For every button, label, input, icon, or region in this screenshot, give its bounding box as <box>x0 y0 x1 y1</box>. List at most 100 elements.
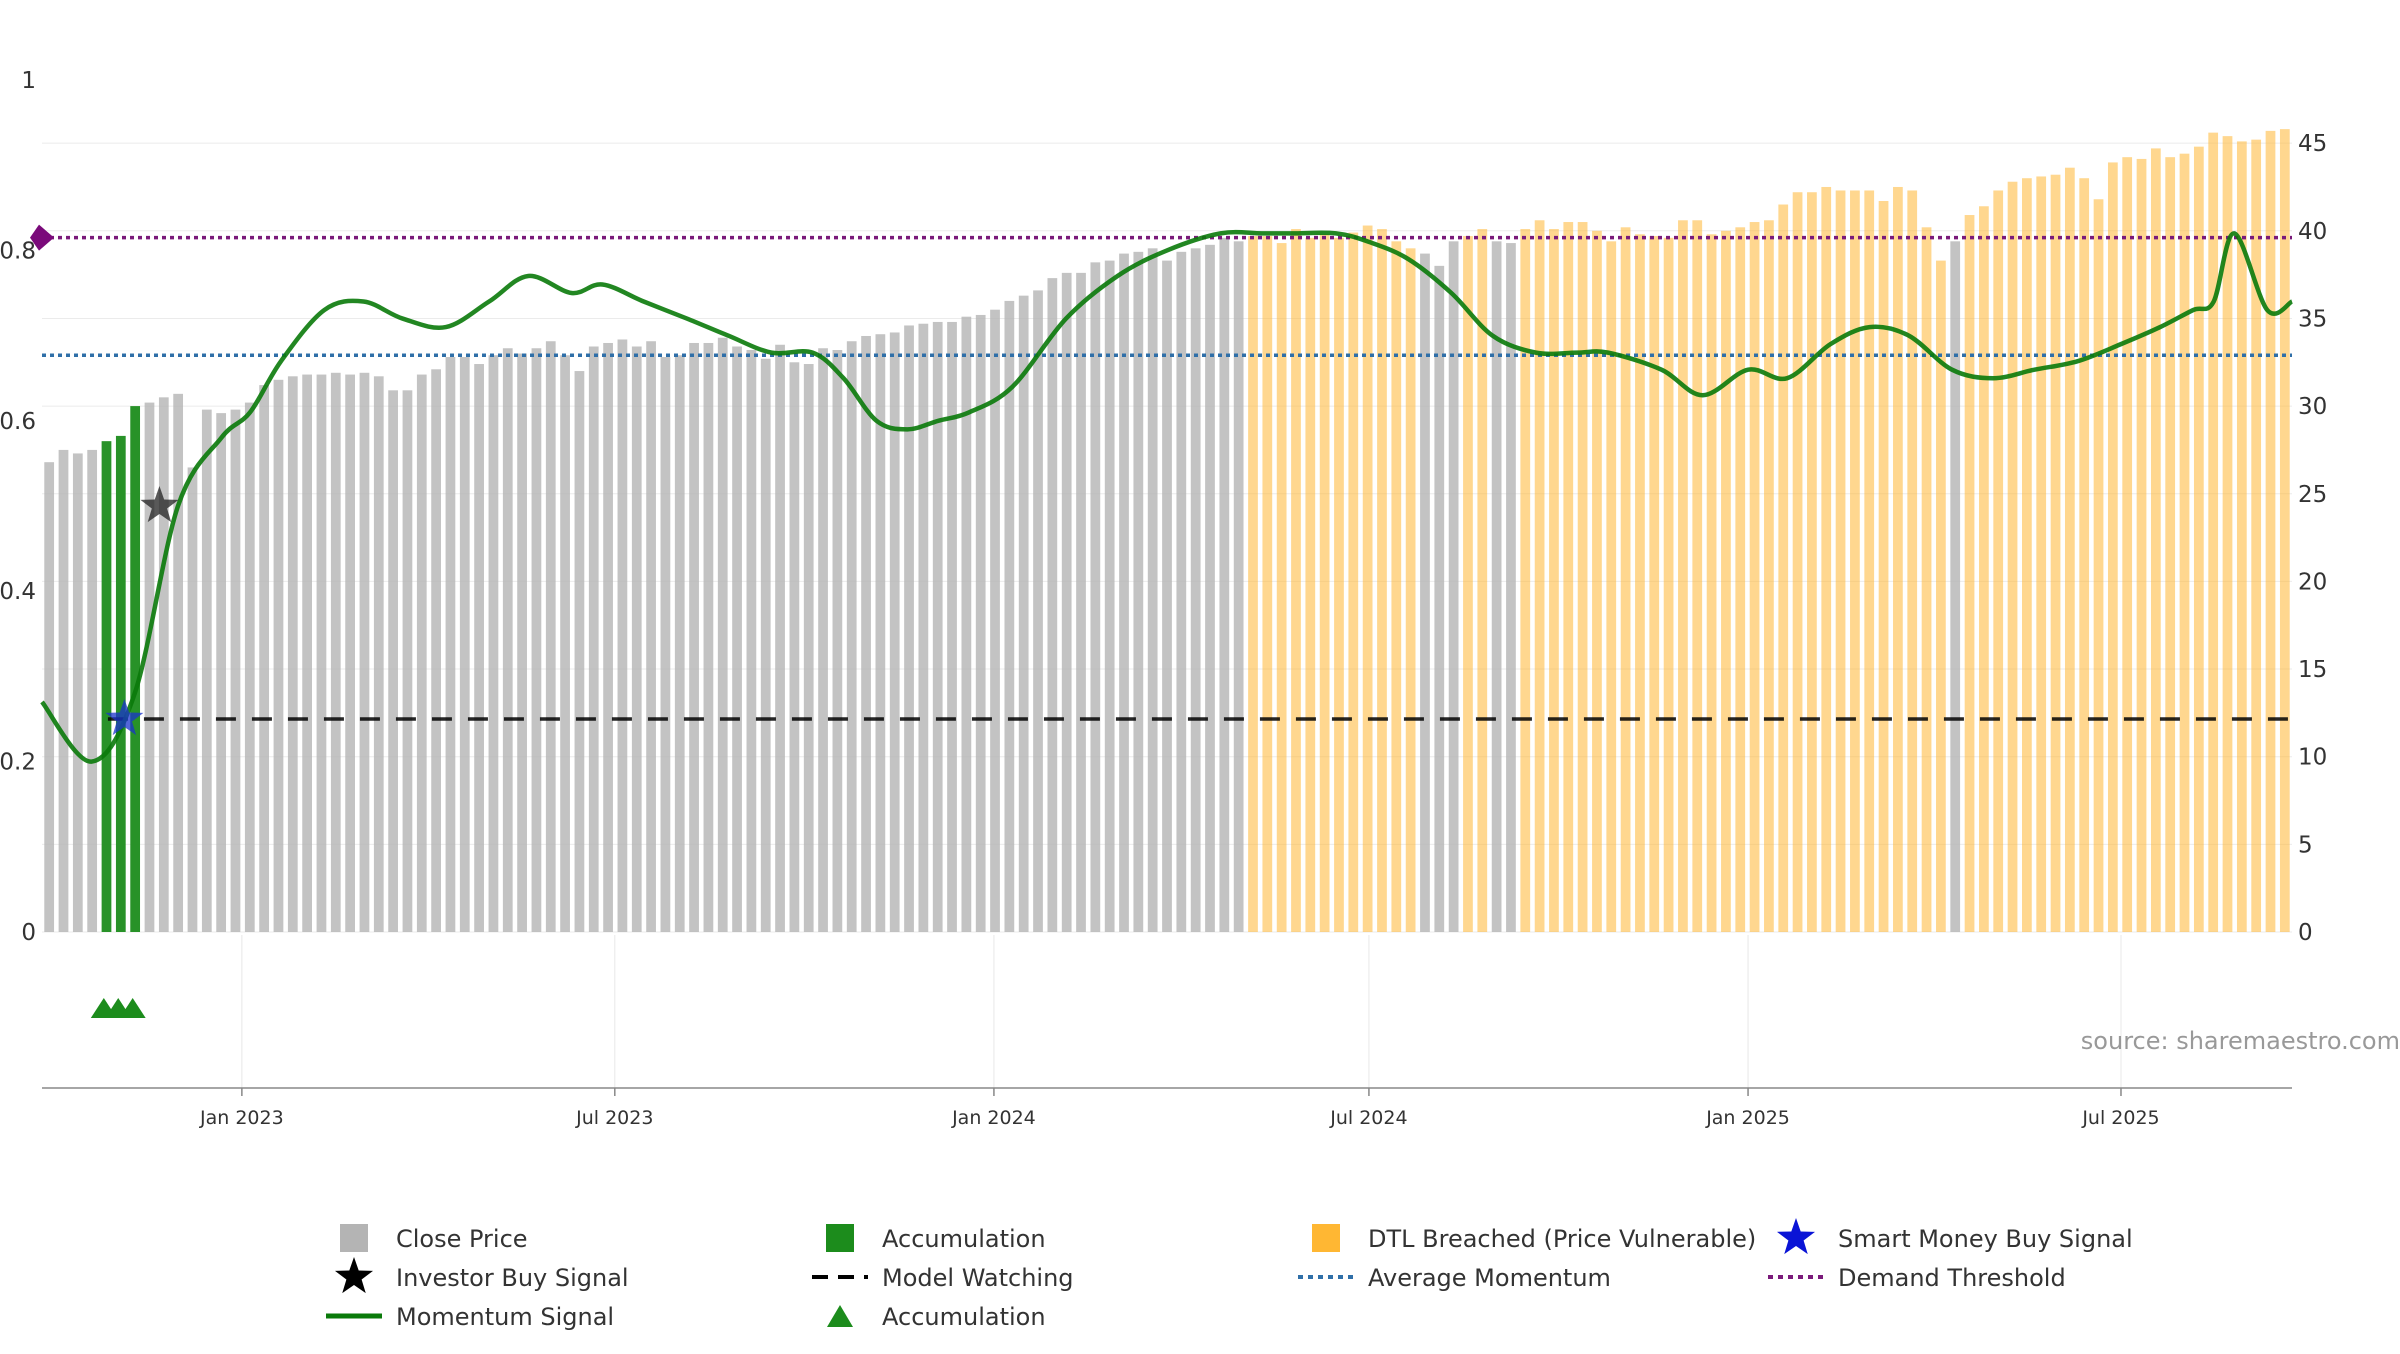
dtl-breached-bar <box>1377 229 1387 932</box>
dtl-breached-bar <box>2079 178 2090 932</box>
dtl-breached-bar <box>1577 222 1588 932</box>
dtl-breached-bar <box>1305 237 1316 932</box>
close-price-bar <box>1190 248 1201 932</box>
close-price-bar <box>818 348 828 933</box>
close-price-bar <box>717 337 728 932</box>
legend-label: Close Price <box>396 1225 528 1253</box>
x-axis-tick: Jan 2024 <box>951 1107 1036 1129</box>
close-price-bar <box>1061 272 1072 932</box>
legend-label: Accumulation <box>882 1225 1046 1253</box>
close-price-bar <box>904 325 914 932</box>
close-price-bar <box>244 402 255 932</box>
legend-square-icon <box>826 1224 854 1252</box>
x-axis-tick: Jan 2025 <box>1705 1107 1790 1129</box>
accumulation-bar <box>130 406 141 933</box>
dtl-breached-bar <box>2150 148 2161 932</box>
close-price-bar <box>875 334 886 932</box>
close-price-bar <box>144 402 155 932</box>
left-axis-tick: 0.2 <box>0 750 36 776</box>
legend-label: Smart Money Buy Signal <box>1838 1225 2133 1253</box>
close-price-bar <box>660 357 671 932</box>
right-axis-tick: 5 <box>2298 832 2313 858</box>
close-price-bar <box>1950 241 1961 932</box>
legend-star-icon <box>1776 1218 1816 1255</box>
right-axis-tick: 40 <box>2298 219 2327 245</box>
x-axis-tick: Jul 2025 <box>2081 1107 2159 1129</box>
close-price-bar <box>1004 300 1015 932</box>
dtl-breached-bar <box>1878 200 1889 932</box>
close-price-bar <box>1104 260 1115 932</box>
dtl-breached-bar <box>1850 190 1860 932</box>
dtl-breached-bar <box>1291 229 1301 932</box>
right-axis-tick: 45 <box>2298 131 2327 157</box>
close-price-bar <box>789 362 800 932</box>
close-price-bar <box>1119 253 1129 933</box>
close-price-bar <box>1434 265 1445 932</box>
left-axis-tick: 1 <box>21 68 36 94</box>
right-axis-tick: 30 <box>2298 394 2327 420</box>
close-price-bar <box>1033 290 1043 933</box>
dtl-breached-bar <box>1534 220 1545 933</box>
dtl-breached-bar <box>1778 204 1789 932</box>
close-price-bar <box>574 371 585 932</box>
dtl-breached-bar <box>2007 181 2018 932</box>
close-price-bar <box>359 372 370 933</box>
close-price-bar <box>832 350 843 932</box>
close-price-bar <box>187 467 198 932</box>
dtl-breached-bar <box>1964 215 1975 932</box>
dtl-breached-bar <box>1764 220 1774 933</box>
close-price-bar <box>1076 272 1086 932</box>
dtl-breached-bar <box>1563 222 1574 932</box>
right-axis-tick: 15 <box>2298 657 2327 683</box>
dtl-breached-bar <box>2165 157 2176 932</box>
close-price-bar <box>961 316 972 932</box>
dtl-breached-bar <box>1334 237 1344 932</box>
dtl-breached-bar <box>1248 236 1258 932</box>
close-price-bar <box>316 374 327 932</box>
dtl-breached-bar <box>1635 234 1645 932</box>
dtl-breached-bar <box>1749 222 1760 932</box>
close-price-bar <box>459 357 470 932</box>
close-price-bar <box>531 348 542 933</box>
dtl-breached-bar <box>1620 227 1631 932</box>
right-axis-tick: 35 <box>2298 306 2327 332</box>
dtl-breached-bar <box>2107 162 2118 933</box>
dtl-breached-bar <box>1893 186 1903 933</box>
close-price-bar <box>330 372 341 933</box>
close-price-bar <box>646 341 656 932</box>
close-price-bar <box>259 385 270 933</box>
dtl-breached-bar <box>2193 146 2204 932</box>
legend-square-icon <box>340 1224 368 1252</box>
close-price-bar <box>1491 241 1502 932</box>
dtl-breached-bar <box>2036 176 2047 932</box>
close-price-bar <box>158 397 169 933</box>
dtl-breached-bar <box>1835 190 1846 932</box>
close-price-bar <box>1047 278 1058 933</box>
close-price-bar <box>861 335 871 933</box>
price-bars <box>44 129 2290 933</box>
close-price-bar <box>674 355 685 932</box>
source-label: source: sharemaestro.com <box>2081 1027 2400 1055</box>
close-price-bar <box>588 346 599 932</box>
dtl-breached-bar <box>2136 158 2147 932</box>
legend: Close Price Accumulation DTL Breached (Pri… <box>326 1218 2133 1331</box>
close-price-bar <box>1506 243 1516 933</box>
dtl-breached-bar <box>1993 190 2004 932</box>
close-price-bar <box>373 376 384 932</box>
close-price-bar <box>416 374 427 932</box>
dtl-breached-bar <box>2251 139 2262 933</box>
close-price-bar <box>1205 244 1215 933</box>
close-price-bar <box>990 309 1000 932</box>
close-price-bar <box>173 393 184 933</box>
close-price-bar <box>388 390 398 932</box>
legend-star-icon <box>334 1257 374 1294</box>
dtl-breached-bar <box>1721 230 1731 933</box>
close-price-bar <box>617 339 628 933</box>
close-price-bar <box>201 409 212 933</box>
legend-label: Investor Buy Signal <box>396 1264 629 1292</box>
close-price-bar <box>1176 251 1187 932</box>
right-axis-tick: 0 <box>2298 920 2313 946</box>
close-price-bar <box>846 341 857 932</box>
right-axis-tick: 10 <box>2298 745 2327 771</box>
